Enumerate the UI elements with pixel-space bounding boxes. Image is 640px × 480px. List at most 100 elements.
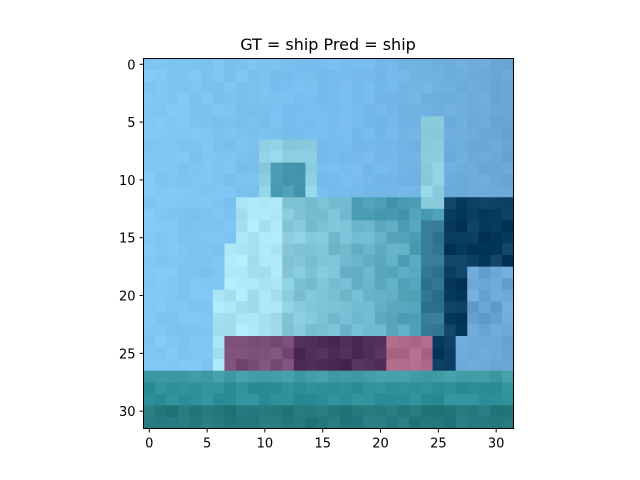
image-pixel — [155, 93, 168, 106]
image-pixel — [501, 336, 514, 348]
image-pixel — [501, 220, 514, 233]
image-pixel — [259, 324, 272, 337]
image-pixel — [316, 93, 329, 106]
image-pixel — [501, 58, 514, 71]
image-pixel — [155, 405, 168, 418]
image-pixel — [166, 162, 179, 175]
x-tick-label: 5 — [203, 437, 211, 452]
image-pixel — [455, 151, 468, 163]
image-pixel — [224, 301, 237, 314]
image-pixel — [143, 104, 156, 117]
image-pixel — [270, 243, 283, 256]
image-pixel — [212, 174, 225, 187]
image-pixel — [293, 382, 306, 395]
image-pixel — [224, 58, 237, 71]
image-pixel — [305, 197, 318, 210]
image-pixel — [363, 116, 376, 129]
image-pixel — [501, 93, 514, 106]
image-pixel — [166, 370, 179, 383]
image-pixel — [467, 243, 480, 256]
image-pixel — [432, 70, 445, 83]
image-pixel — [189, 185, 202, 198]
image-pixel — [178, 336, 191, 348]
image-pixel — [397, 220, 410, 233]
image-pixel — [212, 416, 225, 429]
image-pixel — [212, 116, 225, 129]
image-pixel — [201, 393, 214, 406]
image-pixel — [501, 405, 514, 418]
image-pixel — [421, 139, 433, 152]
image-pixel — [409, 127, 422, 140]
image-pixel — [340, 405, 353, 418]
image-pixel — [351, 70, 364, 83]
image-pixel — [363, 70, 376, 83]
image-pixel — [490, 70, 503, 83]
image-pixel — [432, 104, 445, 117]
image-pixel — [455, 162, 468, 175]
image-pixel — [224, 370, 237, 383]
image-pixel — [189, 162, 202, 175]
image-pixel — [455, 139, 468, 152]
image-pixel — [363, 255, 376, 268]
image-pixel — [282, 336, 295, 348]
image-pixel — [143, 243, 156, 256]
image-pixel — [178, 93, 191, 106]
image-pixel — [421, 208, 433, 221]
image-pixel — [501, 289, 514, 302]
image-pixel — [282, 243, 295, 256]
image-pixel — [467, 70, 480, 83]
image-pixel — [282, 416, 295, 429]
image-pixel — [328, 70, 341, 83]
image-pixel — [409, 359, 422, 372]
image-pixel — [247, 220, 260, 233]
image-pixel — [143, 58, 156, 71]
image-pixel — [386, 393, 399, 406]
image-pixel — [259, 266, 272, 279]
image-pixel — [270, 393, 283, 406]
image-pixel — [397, 208, 410, 221]
image-pixel — [166, 93, 179, 106]
image-pixel — [340, 416, 353, 429]
image-pixel — [270, 278, 283, 291]
image-pixel — [282, 81, 295, 94]
image-pixel — [316, 301, 329, 314]
image-pixel — [247, 162, 260, 175]
image-pixel — [270, 116, 283, 129]
image-pixel — [386, 220, 399, 233]
image-pixel — [178, 104, 191, 117]
image-pixel — [351, 151, 364, 163]
image-pixel — [397, 359, 410, 372]
image-pixel — [201, 289, 214, 302]
image-pixel — [189, 301, 202, 314]
image-pixel — [224, 336, 237, 348]
image-pixel — [189, 393, 202, 406]
image-pixel — [478, 255, 491, 268]
image-pixel — [212, 301, 225, 314]
image-pixel — [270, 162, 283, 175]
image-pixel — [316, 324, 329, 337]
image-pixel — [316, 289, 329, 302]
image-pixel — [143, 255, 156, 268]
image-pixel — [444, 382, 457, 395]
image-pixel — [270, 174, 283, 187]
image-pixel — [328, 231, 341, 244]
image-pixel — [363, 139, 376, 152]
image-pixel — [455, 70, 468, 83]
image-pixel — [143, 116, 156, 129]
image-pixel — [340, 93, 353, 106]
image-pixel — [340, 162, 353, 175]
image-pixel — [501, 382, 514, 395]
image-pixel — [421, 405, 433, 418]
image-pixel — [316, 139, 329, 152]
image-pixel — [305, 255, 318, 268]
image-pixel — [178, 359, 191, 372]
image-pixel — [478, 359, 491, 372]
image-pixel — [340, 220, 353, 233]
image-pixel — [328, 116, 341, 129]
image-pixel — [259, 405, 272, 418]
image-pixel — [201, 81, 214, 94]
image-pixel — [143, 139, 156, 152]
image-pixel — [247, 416, 260, 429]
image-pixel — [386, 231, 399, 244]
image-pixel — [467, 162, 480, 175]
